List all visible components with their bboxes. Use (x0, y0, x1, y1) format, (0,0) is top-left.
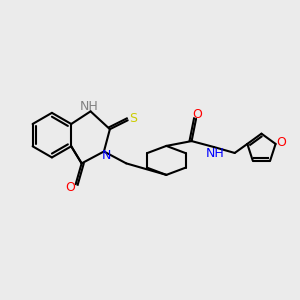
Text: O: O (276, 136, 286, 149)
Text: N: N (102, 149, 112, 162)
Text: S: S (129, 112, 137, 125)
Text: O: O (193, 108, 202, 121)
Text: O: O (65, 181, 75, 194)
Text: NH: NH (206, 147, 225, 160)
Text: NH: NH (80, 100, 98, 112)
